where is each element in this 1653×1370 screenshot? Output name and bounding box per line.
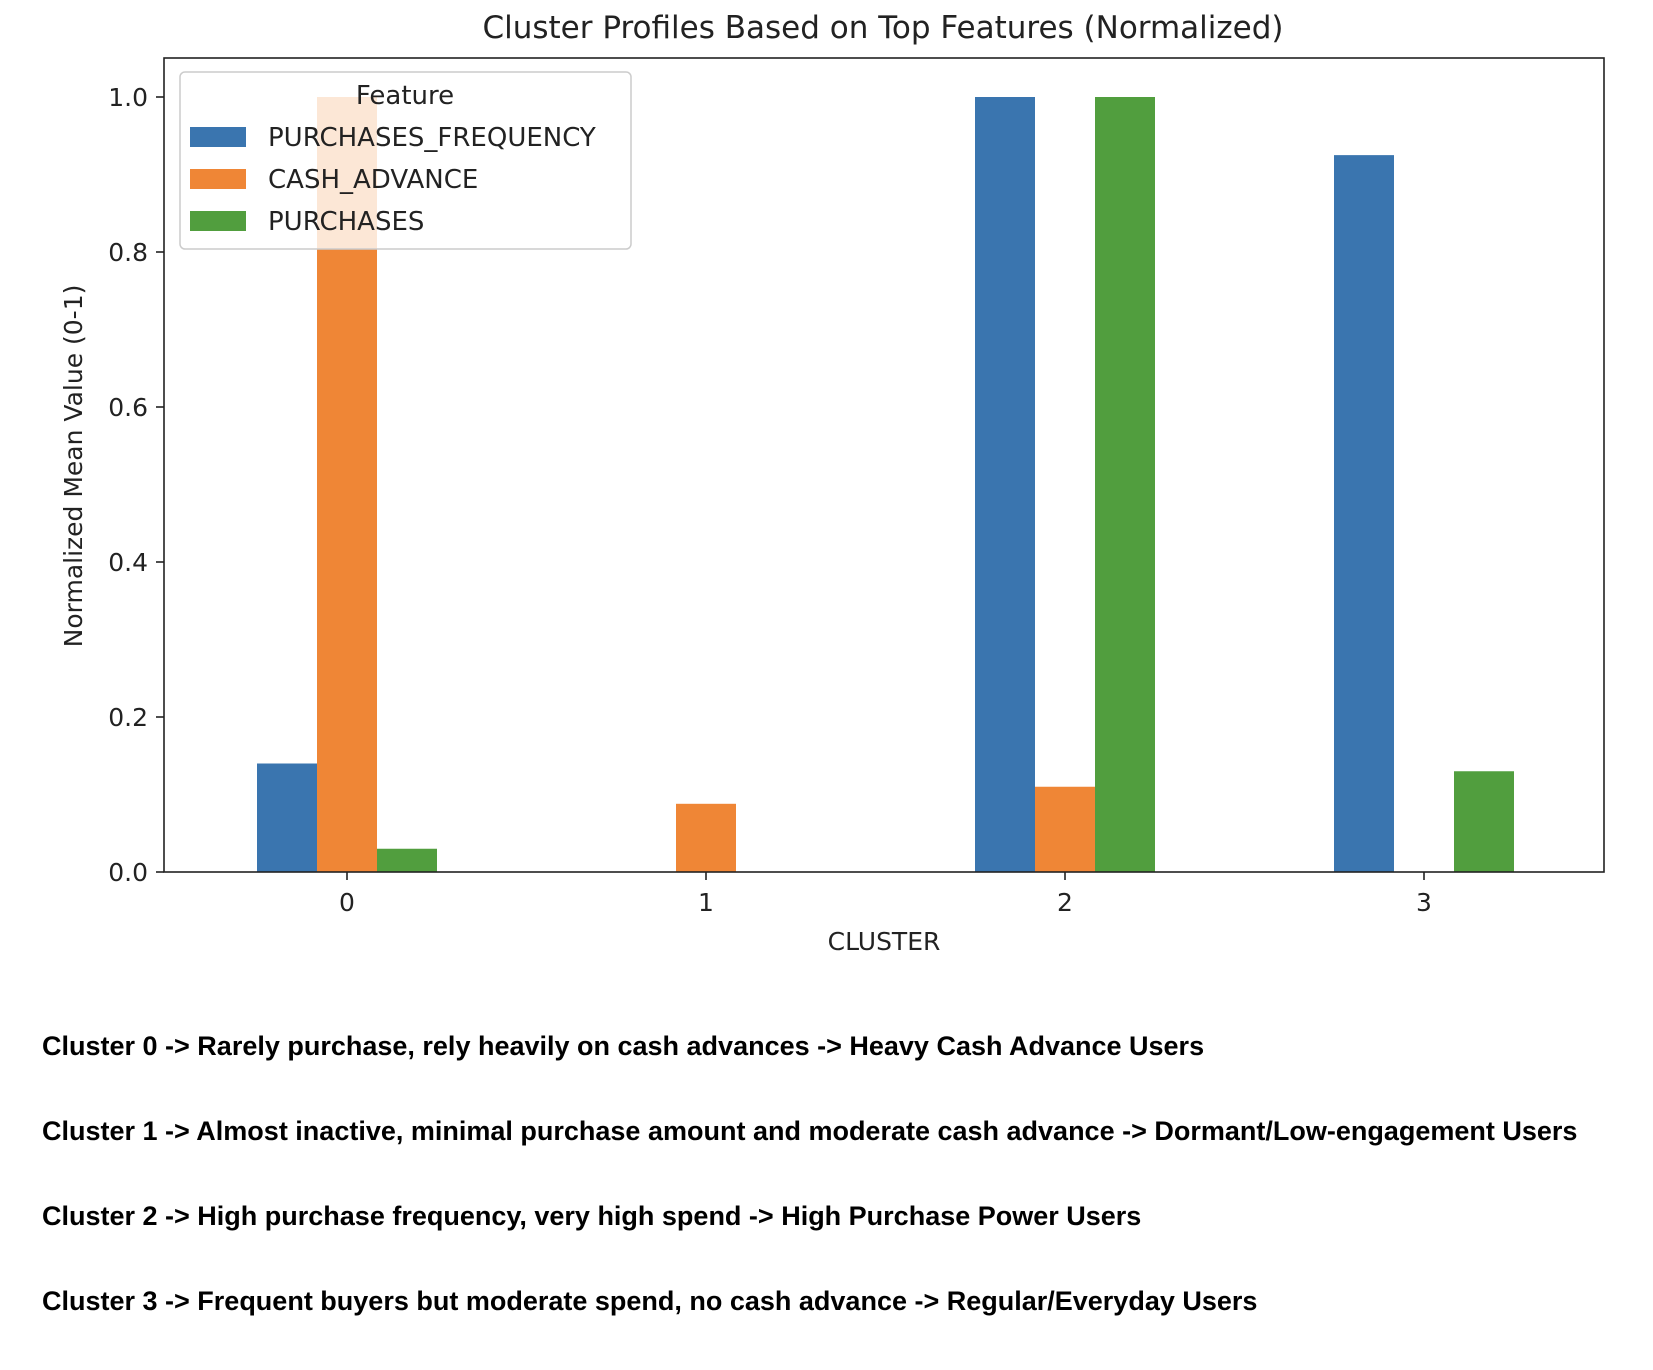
y-tick-label: 0.8 — [108, 238, 148, 267]
bar-purchases-frequency-cluster-0 — [257, 763, 317, 872]
bar-chart: Cluster Profiles Based on Top Features (… — [59, 10, 1605, 956]
bar-purchases-frequency-cluster-2 — [975, 97, 1035, 872]
y-tick-label: 0.2 — [108, 703, 148, 732]
legend-title: Feature — [356, 81, 454, 111]
plot-frame — [163, 57, 1605, 873]
y-tick-label: 0.4 — [108, 548, 148, 577]
y-tick-label: 0.0 — [108, 858, 148, 887]
chart-title: Cluster Profiles Based on Top Features (… — [482, 10, 1283, 46]
x-tick-label: 2 — [1057, 888, 1073, 917]
cluster-note-1: Cluster 1 -> Almost inactive, minimal pu… — [42, 1116, 1578, 1146]
legend: Feature PURCHASES_FREQUENCY CASH_ADVANCE PU… — [179, 71, 632, 250]
cluster-notes: Cluster 0 -> Rarely purchase, rely heavi… — [42, 1030, 1642, 1370]
bar-purchases-frequency-cluster-3 — [1334, 155, 1394, 872]
axes-layer: 0.0 0.2 0.4 0.6 0.8 1.0 0 1 2 3 — [108, 57, 1605, 917]
legend-swatch — [190, 127, 246, 147]
legend-box — [179, 71, 632, 250]
y-tick-label: 1.0 — [108, 83, 148, 112]
legend-label: CASH_ADVANCE — [268, 165, 478, 195]
cluster-note-3: Cluster 3 -> Frequent buyers but moderat… — [42, 1286, 1258, 1316]
x-axis-label: CLUSTER — [828, 927, 941, 956]
y-tick-label: 0.6 — [108, 393, 148, 422]
x-tick-label: 3 — [1416, 888, 1432, 917]
legend-swatch — [190, 211, 246, 231]
bar-cash-advance-cluster-1 — [676, 803, 736, 872]
x-tick-label: 0 — [339, 888, 355, 917]
bar-cash-advance-cluster-2 — [1035, 786, 1095, 872]
legend-swatch — [190, 169, 246, 189]
bar-purchases-cluster-3 — [1454, 771, 1514, 872]
cluster-note-0: Cluster 0 -> Rarely purchase, rely heavi… — [42, 1031, 1205, 1061]
bar-purchases-cluster-0 — [377, 848, 437, 872]
y-axis-label: Normalized Mean Value (0-1) — [59, 285, 88, 648]
x-tick-label: 1 — [698, 888, 714, 917]
legend-label: PURCHASES_FREQUENCY — [268, 123, 596, 153]
legend-label: PURCHASES — [268, 207, 424, 237]
bar-purchases-cluster-2 — [1095, 97, 1155, 872]
cluster-note-2: Cluster 2 -> High purchase frequency, ve… — [42, 1201, 1142, 1231]
